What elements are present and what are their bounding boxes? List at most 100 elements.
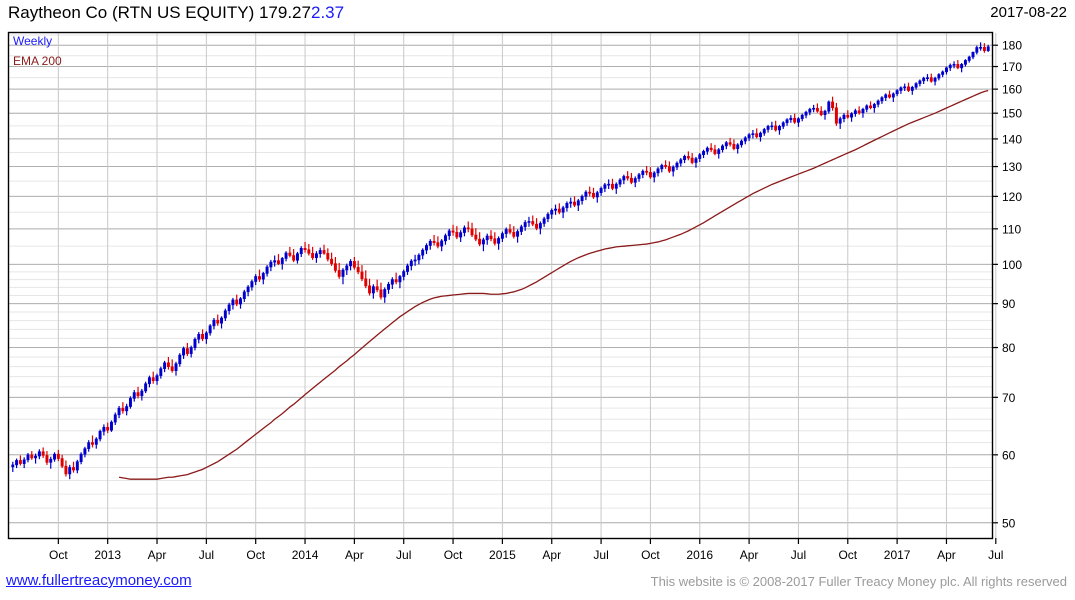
- candlestick: [941, 70, 945, 78]
- candlestick: [690, 153, 694, 165]
- x-axis-tick-label: Apr: [345, 548, 364, 562]
- candlestick: [341, 268, 345, 285]
- candlestick: [732, 139, 736, 151]
- candlestick: [573, 196, 576, 208]
- candlestick: [311, 246, 315, 260]
- candlestick: [838, 116, 842, 129]
- candlestick: [831, 96, 835, 111]
- candlestick: [102, 424, 106, 436]
- candlestick: [618, 178, 622, 188]
- candlestick: [664, 160, 668, 169]
- candlestick: [982, 43, 986, 53]
- x-axis-tick-label: Oct: [246, 548, 265, 562]
- candlestick: [56, 449, 60, 462]
- candlestick: [37, 449, 41, 460]
- x-axis-tick-label: Apr: [148, 548, 167, 562]
- candlestick: [561, 205, 565, 219]
- candlestick: [383, 287, 387, 303]
- candlestick: [808, 107, 812, 116]
- candlestick: [110, 420, 113, 432]
- candlestick: [185, 342, 189, 357]
- y-axis-tick-label: 50: [1002, 516, 1016, 530]
- candlestick: [721, 144, 724, 153]
- candlestick: [888, 90, 891, 99]
- candlestick: [368, 278, 372, 296]
- x-axis-ticks: [57, 538, 997, 544]
- candlestick: [967, 55, 971, 63]
- price-chart[interactable]: 50 60 70 80 90 100 110 120 130 140 150 160 170 180 Oc…: [0, 30, 1075, 570]
- candlestick: [504, 227, 508, 238]
- candlestick: [557, 203, 561, 215]
- candlestick: [546, 212, 550, 223]
- y-axis-tick-label: 70: [1002, 391, 1016, 405]
- as-of-date: 2017-08-22: [990, 4, 1067, 21]
- candlestick: [318, 247, 322, 258]
- candlestick: [276, 254, 280, 266]
- candlestick: [125, 403, 129, 416]
- candlestick: [189, 345, 193, 358]
- candlestick: [759, 131, 762, 142]
- y-axis-tick-label: 130: [1002, 160, 1022, 174]
- candlestick: [163, 360, 167, 373]
- candlestick: [796, 117, 800, 127]
- candlestick: [34, 453, 38, 464]
- candlestick: [493, 232, 497, 246]
- candlestick: [269, 259, 273, 272]
- candlestick: [861, 107, 865, 118]
- candlestick: [455, 226, 459, 240]
- copyright-notice: This website is © 2008-2017 Fuller Treac…: [650, 574, 1067, 589]
- candlestick: [876, 99, 880, 108]
- candlestick: [18, 455, 22, 466]
- x-axis-labels: Oct 2013 Apr Jul Oct 2014 Apr Jul Oct 2015 Apr Jul O…: [49, 548, 1003, 562]
- candlestick: [694, 156, 698, 168]
- candlestick: [314, 251, 318, 263]
- candlestick: [880, 96, 884, 104]
- x-axis-tick-label: Apr: [740, 548, 759, 562]
- candlestick: [724, 141, 728, 150]
- x-axis-tick-label: Jul: [593, 548, 608, 562]
- site-url-link[interactable]: www.fullertreacymoney.com: [6, 572, 192, 589]
- candlestick: [975, 45, 979, 55]
- candlestick: [728, 137, 732, 147]
- y-axis-ticks: [992, 44, 998, 524]
- candlestick: [774, 120, 778, 132]
- candlestick: [762, 127, 766, 136]
- candlestick: [652, 171, 656, 183]
- candlestick: [166, 356, 170, 370]
- candlestick: [470, 222, 474, 238]
- candlestick: [766, 124, 770, 133]
- candlestick: [705, 146, 709, 155]
- candlestick: [436, 236, 440, 249]
- y-axis-tick-label: 120: [1002, 190, 1022, 204]
- candlestick: [443, 233, 447, 245]
- candlestick: [869, 101, 873, 110]
- candlestick: [827, 100, 831, 114]
- candlestick: [815, 103, 819, 113]
- candlestick: [144, 381, 148, 394]
- x-axis-tick-label: Jul: [988, 548, 1003, 562]
- candlestick: [360, 265, 364, 282]
- candlestick: [258, 269, 261, 282]
- candlestick: [588, 186, 592, 197]
- candlestick: [409, 259, 413, 271]
- candlestick: [235, 294, 239, 307]
- candlestick: [242, 289, 246, 302]
- candlestick: [223, 308, 227, 322]
- candlestick: [326, 248, 330, 262]
- candlestick: [174, 361, 178, 376]
- candlestick: [462, 225, 466, 237]
- candlestick: [497, 236, 501, 250]
- candlestick: [481, 237, 485, 252]
- x-axis-tick-label: Oct: [641, 548, 660, 562]
- candlestick: [785, 118, 789, 126]
- candlestick: [580, 194, 584, 205]
- candlestick: [364, 270, 368, 289]
- candlestick: [910, 85, 914, 95]
- candlestick: [584, 190, 588, 201]
- candlestick: [569, 197, 573, 208]
- candlestick: [273, 255, 277, 267]
- candlestick: [49, 456, 53, 469]
- x-axis-tick-label: Jul: [791, 548, 806, 562]
- candlestick: [679, 158, 683, 167]
- candlestick: [789, 115, 793, 123]
